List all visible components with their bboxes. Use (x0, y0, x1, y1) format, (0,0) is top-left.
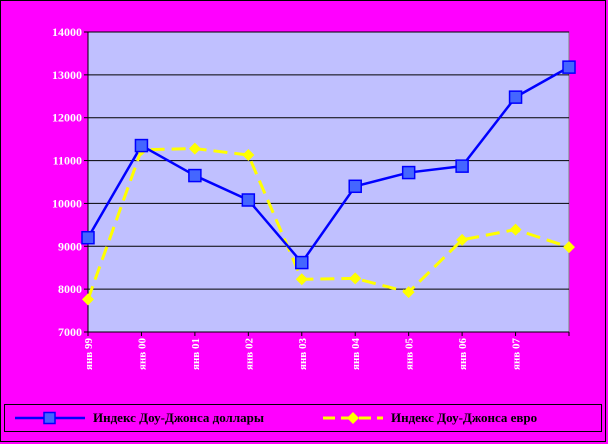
ytick-label: 9000 (58, 239, 82, 253)
legend: Индекс Доу-Джонса доллары Индекс Доу-Джо… (4, 404, 602, 432)
data-point-eur (509, 223, 522, 236)
legend-item-eur: Индекс Доу-Джонса евро (323, 405, 537, 431)
ytick-label: 10000 (52, 196, 82, 210)
xtick-label: янв 99 (83, 338, 95, 370)
legend-label-usd: Индекс Доу-Джонса доллары (93, 410, 264, 425)
xtick-label: янв 00 (136, 338, 148, 370)
ytick-label: 8000 (58, 282, 82, 296)
data-point-usd (508, 90, 523, 104)
ytick-label: 14000 (52, 25, 82, 39)
legend-swatch-eur (323, 412, 383, 424)
xtick-label: янв 06 (457, 338, 469, 370)
plot-area (87, 31, 570, 333)
xtick-label: янв 05 (404, 338, 416, 370)
data-point-eur (349, 272, 362, 285)
ytick-label: 11000 (53, 154, 82, 168)
xtick-label: янв 02 (243, 338, 255, 370)
data-point-usd (295, 255, 309, 270)
data-point-usd (134, 138, 149, 153)
series-line-eur (86, 147, 570, 300)
ytick-label: 7000 (58, 325, 82, 339)
data-point-eur (563, 241, 575, 254)
legend-swatch-usd (15, 411, 85, 425)
data-point-usd (562, 60, 576, 74)
xtick-label: янв 01 (190, 338, 202, 370)
data-point-eur (188, 142, 201, 155)
data-point-usd (455, 159, 469, 173)
xtick-label: янв 04 (350, 338, 362, 370)
series-line-usd (86, 66, 570, 264)
xtick-label: янв 07 (511, 338, 523, 370)
data-point-eur (295, 273, 308, 286)
data-point-usd (401, 165, 416, 180)
data-point-usd (188, 168, 202, 183)
data-point-eur (456, 233, 469, 246)
legend-item-usd: Индекс Доу-Джонса доллары (15, 405, 264, 431)
ytick-label: 13000 (52, 68, 82, 82)
data-point-usd (348, 179, 362, 194)
ytick-label: 12000 (52, 111, 82, 125)
data-point-eur (242, 149, 255, 161)
xtick-label: янв 03 (297, 338, 309, 370)
data-point-usd (81, 230, 95, 245)
data-point-eur (82, 293, 94, 306)
legend-label-eur: Индекс Доу-Джонса евро (391, 410, 538, 425)
data-point-eur (402, 286, 415, 299)
data-point-usd (241, 193, 256, 207)
